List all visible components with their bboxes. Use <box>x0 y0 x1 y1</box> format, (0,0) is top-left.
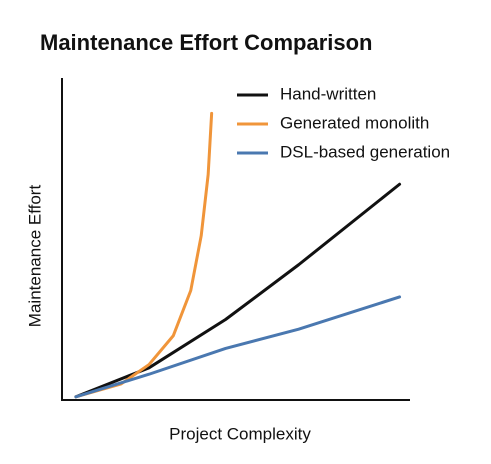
series-line <box>74 295 402 399</box>
y-axis-label: Maintenance Effort <box>25 185 44 328</box>
chart-title: Maintenance Effort Comparison <box>40 30 372 55</box>
series-line <box>74 111 214 399</box>
series-line <box>74 182 402 399</box>
legend-label: DSL-based generation <box>280 142 450 161</box>
legend-label: Hand-written <box>280 84 376 103</box>
x-axis-label: Project Complexity <box>169 424 311 443</box>
legend-label: Generated monolith <box>280 113 429 132</box>
